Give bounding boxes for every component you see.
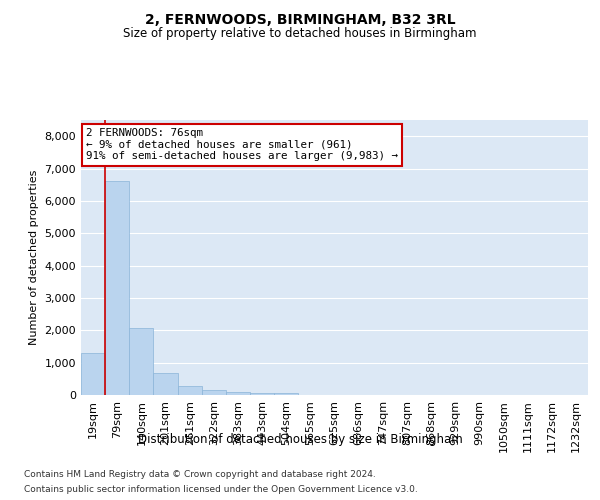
Bar bbox=[202, 390, 226, 395]
Text: Contains public sector information licensed under the Open Government Licence v3: Contains public sector information licen… bbox=[24, 485, 418, 494]
Text: Size of property relative to detached houses in Birmingham: Size of property relative to detached ho… bbox=[123, 28, 477, 40]
Text: Contains HM Land Registry data © Crown copyright and database right 2024.: Contains HM Land Registry data © Crown c… bbox=[24, 470, 376, 479]
Text: Distribution of detached houses by size in Birmingham: Distribution of detached houses by size … bbox=[137, 432, 463, 446]
Bar bbox=[226, 392, 250, 395]
Bar bbox=[250, 393, 274, 395]
Y-axis label: Number of detached properties: Number of detached properties bbox=[29, 170, 39, 345]
Bar bbox=[274, 393, 298, 395]
Text: 2 FERNWOODS: 76sqm
← 9% of detached houses are smaller (961)
91% of semi-detache: 2 FERNWOODS: 76sqm ← 9% of detached hous… bbox=[86, 128, 398, 162]
Bar bbox=[81, 353, 105, 395]
Bar bbox=[178, 386, 202, 395]
Text: 2, FERNWOODS, BIRMINGHAM, B32 3RL: 2, FERNWOODS, BIRMINGHAM, B32 3RL bbox=[145, 12, 455, 26]
Bar bbox=[129, 328, 154, 395]
Bar bbox=[154, 373, 178, 395]
Bar bbox=[105, 182, 129, 395]
